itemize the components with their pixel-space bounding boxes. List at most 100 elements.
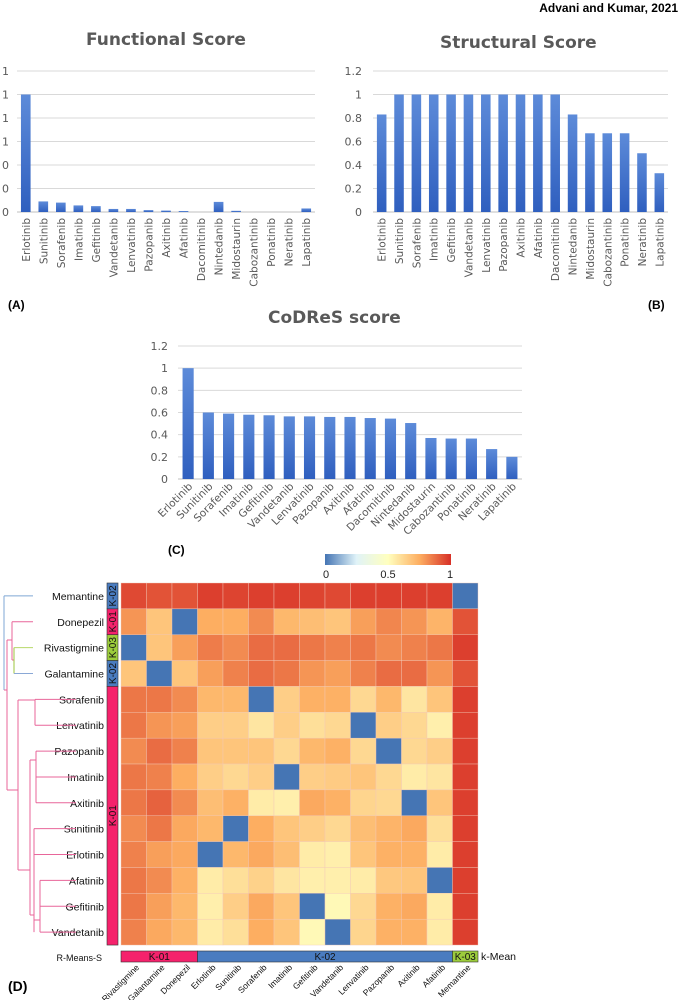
heatmap-cell [452, 686, 479, 713]
bar-sunitinib [38, 201, 49, 212]
colorbar-tick-label: 0.5 [380, 569, 395, 581]
heatmap-cell [146, 737, 173, 765]
bar-lapatinib [301, 208, 312, 212]
heatmap-cell [248, 660, 275, 687]
bar-ponatinib [619, 133, 630, 212]
colorbar-tick-label: 1 [447, 569, 453, 581]
heatmap-cell [222, 815, 249, 842]
heatmap-cell [248, 841, 275, 868]
heatmap-cell [324, 918, 351, 946]
heatmap-cell [120, 582, 147, 610]
bar-erlotinib [20, 94, 31, 212]
heatmap-cell [197, 712, 224, 739]
heatmap-cell [171, 634, 198, 661]
heatmap-cell [197, 686, 224, 713]
heatmap-cell [273, 582, 300, 610]
heatmap-cell [273, 815, 300, 842]
heatmap-cell [452, 712, 479, 739]
heatmap-cell [273, 712, 300, 739]
heatmap-cell [120, 634, 147, 661]
heatmap-cell [452, 763, 479, 791]
bar-lenvatinib [481, 94, 491, 212]
column-cluster-bar [452, 950, 479, 963]
heatmap-cell [248, 737, 275, 765]
heatmap-cell [426, 608, 453, 635]
heatmap-cell [120, 712, 147, 739]
heatmap-cell [273, 686, 300, 713]
heatmap-cell [273, 660, 300, 687]
heatmap-cell [146, 582, 173, 610]
y-tick-label: 0.6 [151, 407, 169, 420]
heatmap-cell [299, 634, 326, 661]
bar-dacomitinib [550, 94, 560, 212]
heatmap-cell [375, 660, 402, 687]
heatmap-cell [197, 634, 224, 661]
heatmap-cell [222, 867, 249, 894]
bar-gefitinib [91, 206, 101, 212]
heatmap-cell [197, 841, 224, 868]
row-cluster-label: K-01 [108, 805, 119, 827]
heatmap-cell [375, 712, 402, 739]
x-tick-label: Cabozantinib [249, 218, 261, 287]
heatmap-cell [171, 582, 198, 610]
bar-lenvatinib [126, 208, 136, 212]
x-tick-label: Midostaurin [231, 218, 243, 280]
y-tick-label: 0.4 [345, 159, 363, 172]
heatmap-cell [452, 815, 479, 842]
bar-lapatinib [506, 456, 518, 479]
heatmap-cell [120, 737, 147, 765]
heatmap-cell [324, 582, 351, 610]
functional-score-title: Functional Score [86, 30, 246, 50]
heatmap-cell [375, 867, 402, 894]
y-tick-label: 0 [161, 473, 168, 486]
heatmap-cell [273, 893, 300, 920]
heatmap-cell [146, 841, 173, 868]
bar-afatinib [533, 94, 543, 212]
bar-pazopanib [143, 210, 154, 212]
x-tick-label: Ponatinib [266, 218, 278, 267]
heatmap-cell [222, 763, 249, 791]
heatmap-cell [171, 712, 198, 739]
heatmap-cell [401, 918, 428, 946]
x-tick-label: Ponatinib [620, 218, 632, 267]
heatmap-cell [171, 918, 198, 946]
heatmap-cell [120, 608, 147, 635]
heatmap-cell [171, 763, 198, 791]
column-cluster-label: K-02 [314, 952, 336, 963]
y-tick-label: 1 [2, 112, 9, 125]
y-tick-label: 1 [161, 362, 168, 375]
row-cluster-label: K-02 [108, 585, 119, 607]
y-tick-label: 1 [355, 89, 362, 102]
heatmap-cell [120, 686, 147, 713]
heatmap-cell [324, 841, 351, 868]
y-tick-label: 0 [2, 183, 9, 196]
x-tick-label: Lenvatinib [481, 218, 493, 273]
structural-score-title: Structural Score [440, 33, 597, 53]
bar-erlotinib [182, 368, 194, 479]
bar-axitinib [515, 94, 526, 212]
panel-label-c: (C) [168, 543, 185, 557]
heatmap-cell [273, 763, 300, 791]
heatmap-cell [350, 608, 377, 635]
bar-neratinib [486, 449, 498, 479]
column-cluster-label: K-01 [149, 952, 171, 963]
heatmap-cell [222, 712, 249, 739]
heatmap-cell [248, 789, 275, 816]
heatmap-cell [401, 893, 428, 920]
y-tick-label: 1.2 [345, 65, 363, 78]
heatmap-cell [452, 918, 479, 946]
bar-dacomitinib [384, 418, 397, 479]
heatmap-cell [222, 789, 249, 816]
heatmap-cell [452, 608, 479, 635]
bar-midostaurin [231, 210, 241, 212]
x-tick-label: Erlotinib [21, 218, 33, 262]
heatmap-cell [350, 815, 377, 842]
heatmap-cell [375, 893, 402, 920]
bar-cabozantinib [602, 133, 613, 212]
bar-pazopanib [324, 416, 336, 479]
heatmap-cell [324, 686, 351, 713]
heatmap-cell [171, 608, 198, 635]
y-tick-label: 0 [2, 159, 9, 172]
bar-neratinib [637, 153, 647, 212]
